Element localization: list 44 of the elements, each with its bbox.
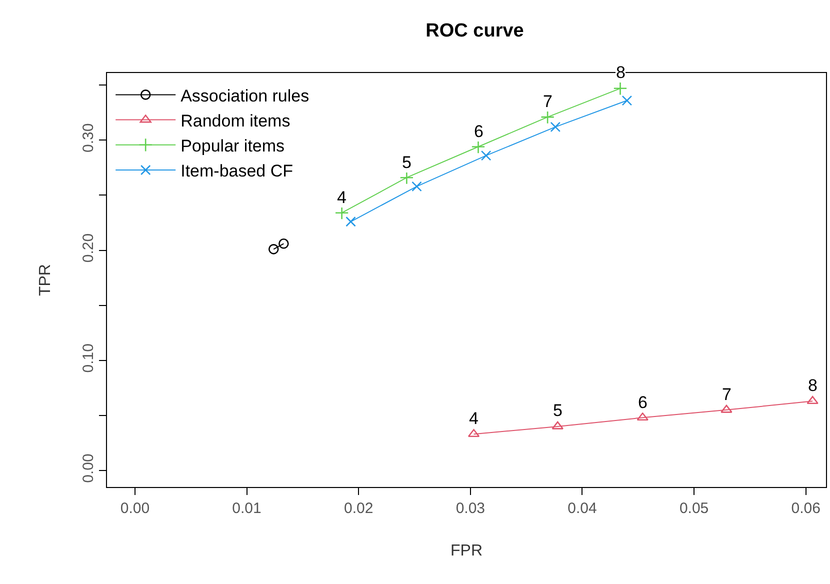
legend-label: Random items bbox=[180, 111, 290, 130]
annotation: 6 bbox=[474, 122, 484, 141]
y-tick-label: 0.20 bbox=[80, 233, 97, 263]
legend-label: Popular items bbox=[180, 136, 285, 156]
annotation: 4 bbox=[469, 409, 478, 428]
annotation: 7 bbox=[543, 92, 552, 111]
y-tick-label: 0.10 bbox=[80, 344, 97, 373]
annotation: 8 bbox=[808, 376, 818, 395]
point bbox=[412, 181, 422, 192]
point bbox=[720, 404, 732, 413]
annotation: 5 bbox=[402, 153, 412, 172]
annotation: 7 bbox=[722, 385, 732, 404]
annotation: 5 bbox=[553, 401, 562, 420]
annotation: 4 bbox=[337, 188, 346, 207]
point bbox=[636, 412, 648, 421]
x-tick-label: 0.05 bbox=[679, 500, 709, 517]
point bbox=[278, 238, 289, 249]
point bbox=[552, 421, 564, 430]
point bbox=[471, 140, 486, 154]
x-tick-label: 0.00 bbox=[120, 500, 150, 517]
y-axis-title: TPR bbox=[36, 264, 54, 296]
point bbox=[622, 95, 632, 106]
chart-title: ROC curve bbox=[426, 20, 524, 42]
annotation: 6 bbox=[638, 393, 648, 412]
point bbox=[268, 244, 279, 254]
legend-label: Association rules bbox=[180, 86, 310, 106]
point bbox=[613, 81, 628, 96]
y-tick-label: 0.30 bbox=[80, 123, 97, 153]
x-tick-label: 0.01 bbox=[232, 500, 262, 517]
point bbox=[550, 122, 561, 132]
point bbox=[346, 216, 356, 227]
legend-label: Item-based CF bbox=[180, 162, 294, 181]
y-tick-label: 0.00 bbox=[80, 454, 97, 483]
x-axis-title: FPR bbox=[450, 542, 482, 560]
x-tick-label: 0.04 bbox=[568, 500, 597, 517]
x-tick-label: 0.02 bbox=[344, 500, 374, 517]
point bbox=[806, 396, 818, 404]
point bbox=[480, 150, 492, 161]
x-tick-label: 0.03 bbox=[456, 500, 486, 517]
point bbox=[540, 110, 555, 124]
x-tick-label: 0.06 bbox=[791, 500, 820, 517]
annotation: 8 bbox=[616, 63, 626, 82]
point bbox=[400, 170, 414, 185]
point bbox=[334, 206, 349, 220]
